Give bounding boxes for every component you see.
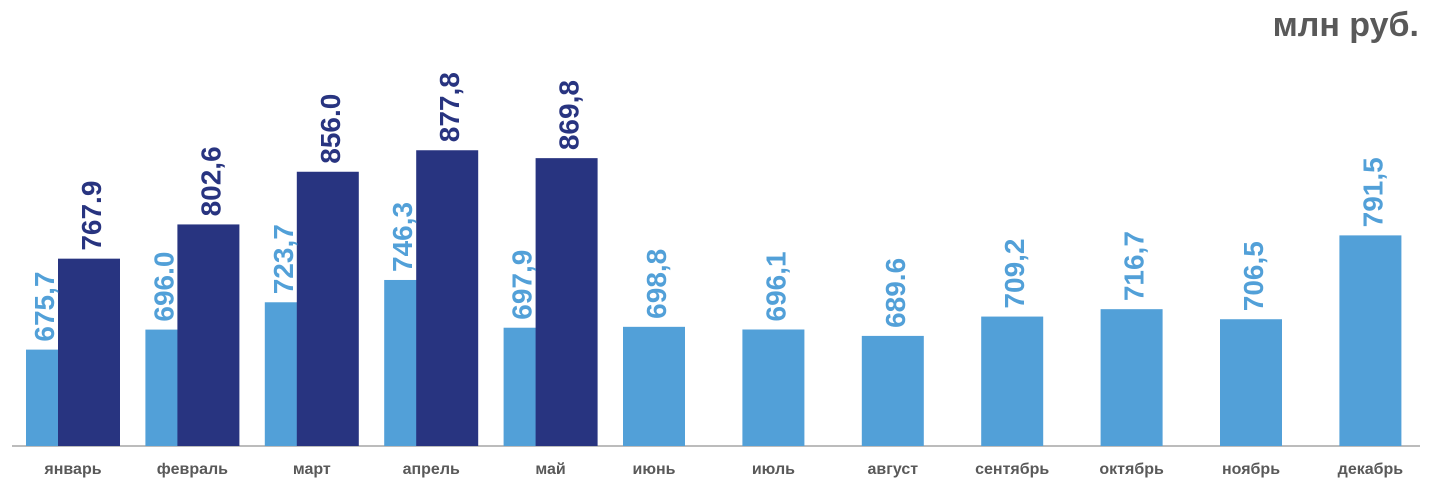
bar-series2-1 bbox=[177, 224, 240, 446]
value-label-series1-8: 709,2 bbox=[999, 238, 1030, 308]
category-label-5: июнь bbox=[633, 461, 676, 478]
bar-series1-8 bbox=[981, 316, 1044, 446]
value-label-series2-3: 877,8 bbox=[434, 72, 465, 142]
category-label-0: январь bbox=[43, 461, 101, 478]
value-label-series2-4: 869,8 bbox=[554, 80, 585, 150]
value-label-series1-9: 716,7 bbox=[1119, 231, 1150, 301]
category-label-4: май bbox=[535, 461, 565, 478]
category-label-11: декабрь bbox=[1338, 461, 1404, 478]
category-label-7: август bbox=[867, 461, 918, 478]
bar-series2-4 bbox=[535, 158, 598, 447]
value-label-series1-2: 723,7 bbox=[268, 224, 299, 294]
value-label-series1-1: 696.0 bbox=[148, 252, 179, 322]
category-label-3: апрель bbox=[403, 461, 460, 478]
bar-series1-9 bbox=[1100, 309, 1163, 446]
bar-series2-0 bbox=[58, 258, 120, 446]
category-label-1: февраль bbox=[157, 461, 228, 478]
value-label-series2-0: 767.9 bbox=[76, 181, 107, 251]
bar-series2-2 bbox=[296, 171, 359, 447]
value-label-series1-11: 791,5 bbox=[1357, 157, 1388, 227]
bar-series1-7 bbox=[861, 335, 924, 446]
bar-series1-6 bbox=[742, 329, 805, 446]
value-label-series2-2: 856.0 bbox=[315, 94, 346, 164]
value-label-series1-3: 746,3 bbox=[387, 202, 418, 272]
bar-series1-10 bbox=[1220, 319, 1282, 446]
bar-series2-3 bbox=[416, 150, 479, 446]
category-label-9: октябрь bbox=[1099, 461, 1164, 478]
value-label-series1-6: 696,1 bbox=[760, 251, 791, 321]
value-label-series1-5: 698,8 bbox=[641, 249, 672, 319]
category-label-10: ноябрь bbox=[1222, 461, 1280, 478]
unit-label: млн руб. bbox=[1272, 6, 1419, 44]
bar-series1-11 bbox=[1339, 235, 1402, 446]
value-label-series1-7: 689.6 bbox=[880, 258, 911, 328]
value-label-series1-4: 697,9 bbox=[507, 250, 538, 320]
value-label-series1-0: 675,7 bbox=[29, 272, 60, 342]
category-label-6: июль bbox=[752, 461, 795, 478]
bar-series1-5 bbox=[623, 326, 685, 446]
category-label-8: сентябрь bbox=[975, 461, 1049, 478]
value-label-series1-10: 706,5 bbox=[1238, 241, 1269, 311]
value-label-series2-1: 802,6 bbox=[195, 146, 226, 216]
category-label-2: март bbox=[293, 461, 331, 478]
